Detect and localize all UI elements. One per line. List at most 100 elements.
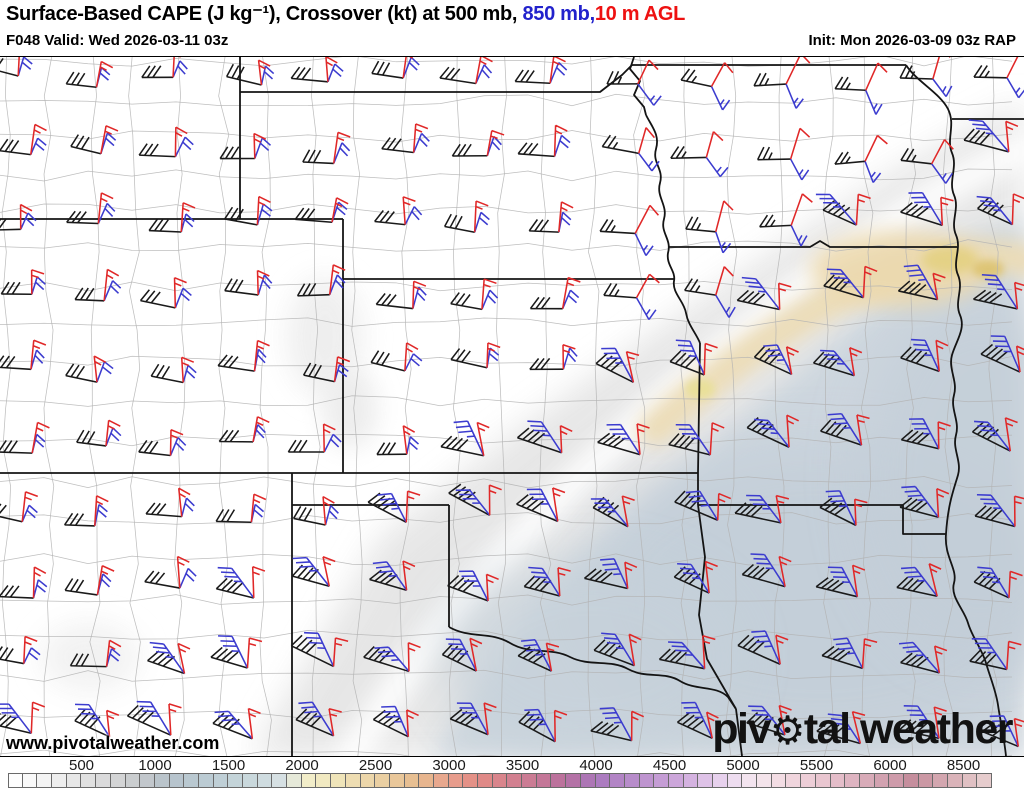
wind-barb [816,721,861,745]
colorbar-cell [228,773,243,788]
wind-barb [225,63,262,86]
wind-barb [529,357,564,371]
wind-barb [485,573,499,601]
colorbar-cell [639,773,655,788]
wind-barb [214,710,253,740]
wind-barb [412,286,427,309]
wind-barb [174,126,188,157]
colorbar-cell [301,773,317,788]
wind-barb [210,646,248,669]
wind-barb [785,57,811,85]
wind-barb [599,707,633,742]
wind-barb [486,342,501,368]
wind-barb [864,161,882,183]
wind-barb [741,276,781,311]
wind-barb [865,89,883,115]
wind-barb [523,575,560,597]
wind-barb [0,355,31,371]
colorbar-cell [948,773,963,788]
wind-barb [763,344,793,375]
wind-barb [217,566,255,599]
wind-barb [785,83,804,109]
wind-barb [323,433,342,453]
wind-barb [746,711,786,736]
wind-barb [69,653,107,668]
colorbar-tick-label: 4000 [579,757,613,774]
colorbar-cell [771,773,787,788]
wind-barb [405,490,421,523]
colorbar-cell [110,773,126,788]
wind-barb [928,563,942,597]
wind-barb [518,710,556,743]
wind-barb [412,132,430,153]
wind-barb [963,128,1009,153]
wind-barb [561,276,581,309]
colorbar-cell [345,773,361,788]
colorbar-cell [492,773,508,788]
wind-barb [628,633,642,666]
wind-barb [332,637,349,667]
wind-barb [180,497,195,517]
wind-barb [516,427,562,454]
wind-barb [931,163,953,184]
wind-barb [180,356,195,383]
wind-barb [0,439,33,454]
colorbar-tick-label: 3000 [432,757,466,774]
wind-barb [989,715,1019,747]
wind-barb [292,505,326,526]
forecast-map: www.pivotalweather.com piv⚙tal weather [0,56,1024,757]
colorbar-cell [668,773,684,788]
wind-barb [481,278,497,310]
wind-barb [254,137,272,159]
colorbar-cell [257,773,273,788]
wind-barb [524,708,556,743]
wind-barb [637,59,659,85]
wind-barb [980,343,1021,373]
wind-barb [932,57,951,80]
wind-barb [1008,570,1023,598]
wind-barb [182,364,197,383]
wind-barb [971,421,1011,452]
wind-barb [1013,717,1024,747]
wind-barb [224,206,258,226]
wind-barb [476,421,490,456]
wind-barb [911,338,940,372]
wind-barb [517,646,552,672]
colorbar-cell [360,773,376,788]
colorbar-cell [595,773,611,788]
wind-barb [66,210,99,225]
wind-barb [292,556,330,587]
wind-barb [298,701,335,737]
wind-barb [0,646,24,665]
colorbar-cell [977,773,993,788]
wind-barb [898,641,940,674]
wind-barb [741,563,786,588]
wind-barb [819,497,857,527]
wind-barb [177,642,191,674]
wind-barb [150,363,184,384]
wind-barb [716,492,732,521]
wind-barb [705,156,729,178]
colorbar-cell [22,773,38,788]
wind-barb [625,350,640,383]
wind-barb [715,294,736,318]
wind-barb [402,57,414,79]
colorbar-cell [37,773,53,788]
wind-barb [900,202,943,227]
colorbar-cell [551,773,567,788]
wind-barb [777,282,792,310]
wind-barb [703,342,718,375]
wind-barb [328,708,342,736]
wind-barb [557,567,571,597]
wind-barb [710,62,734,87]
wind-barb [65,71,97,88]
colorbar-cell [81,773,97,788]
wind-barb [180,202,196,233]
wind-barb [638,152,660,172]
wind-barb [100,125,119,154]
colorbar-cell [962,773,978,788]
wind-barb [778,704,792,735]
colorbar-cell [448,773,464,788]
wind-barb [976,719,1019,748]
logo-text-pre: piv [712,705,771,753]
